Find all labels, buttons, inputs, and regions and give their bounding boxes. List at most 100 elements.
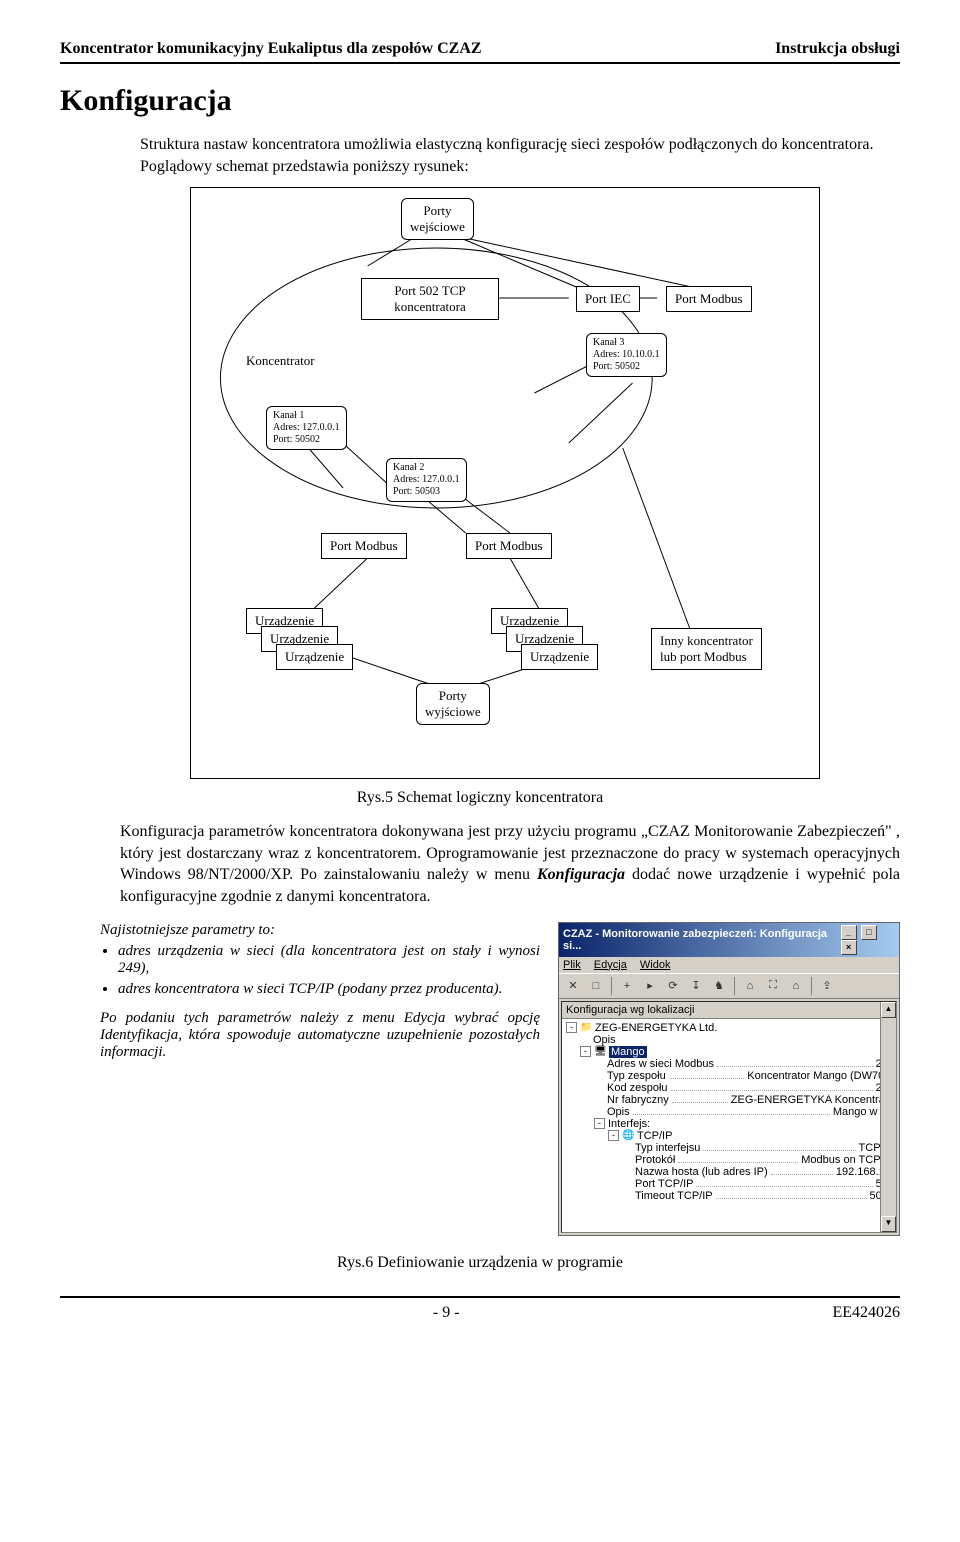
tree-label: Opis <box>593 1034 616 1046</box>
tree-node-icon: 🖥 <box>594 1046 606 1057</box>
tree-expand-icon[interactable]: - <box>594 1118 605 1129</box>
page-footer: - 9 - EE424026 <box>60 1296 900 1322</box>
tree-row[interactable]: Kod zespołu240 <box>564 1082 894 1094</box>
figure5-caption: Rys.5 Schemat logiczny koncentratora <box>60 789 900 807</box>
doc-code: EE424026 <box>832 1304 900 1322</box>
tree-row[interactable]: Typ zespołu Koncentrator Mango (DW703) <box>564 1070 894 1082</box>
tree-row[interactable]: -📁ZEG-ENERGETYKA Ltd. <box>564 1022 894 1034</box>
tree-label: Nr fabryczny <box>607 1094 669 1106</box>
tree-row[interactable]: -Interfejs: <box>564 1118 894 1130</box>
tree-label: Mango <box>609 1046 647 1058</box>
scrollbar[interactable]: ▲ ▼ <box>880 1002 896 1232</box>
tree-label: Opis <box>607 1106 630 1118</box>
app-screenshot: CZAZ - Monitorowanie zabezpieczeń: Konfi… <box>558 922 900 1236</box>
tree-row[interactable]: OpisMango w K2 <box>564 1106 894 1118</box>
tree-label: Timeout TCP/IP <box>635 1190 713 1202</box>
port-iec-box: Port IEC <box>576 286 640 312</box>
tree-area: Konfiguracja wg lokalizacji -📁ZEG-ENERGE… <box>561 1001 897 1233</box>
tree-row[interactable]: ProtokółModbus on TCP/IP <box>564 1154 894 1166</box>
diagram: Portywejściowe Port 502 TCPkoncentratora… <box>190 187 820 779</box>
param-item: adres urządzenia w sieci (dla koncentrat… <box>118 943 540 977</box>
maximize-icon[interactable]: □ <box>861 925 877 940</box>
toolbar-icon[interactable]: + <box>617 976 637 996</box>
menu-widok[interactable]: Widok <box>640 959 671 971</box>
diagram-lines <box>191 188 819 778</box>
tree-row[interactable]: Nazwa hosta (lub adres IP)192.168.1.1 <box>564 1166 894 1178</box>
tree-row[interactable]: Adres w sieci Modbus249 <box>564 1058 894 1070</box>
params-lead: Najistotniejsze parametry to: <box>100 922 540 939</box>
tree-expand-icon[interactable]: - <box>566 1022 577 1033</box>
urzadzenie-box: Urządzenie <box>276 644 353 670</box>
toolbar-icon[interactable]: ↧ <box>686 976 706 996</box>
minimize-icon[interactable]: _ <box>841 925 857 940</box>
toolbar-icon[interactable]: ♞ <box>709 976 729 996</box>
urzadzenie-box: Urządzenie <box>521 644 598 670</box>
tree-row[interactable]: Typ interfejsuTCP/IP <box>564 1142 894 1154</box>
page-header: Koncentrator komunikacyjny Eukaliptus dl… <box>60 40 900 64</box>
tree-header: Konfiguracja wg lokalizacji <box>562 1002 896 1019</box>
porty-wejsciowe-box: Portywejściowe <box>401 198 474 240</box>
tree-value: ZEG-ENERGETYKA Koncentra... <box>731 1094 894 1106</box>
tree-row[interactable]: Port TCP/IP502 <box>564 1178 894 1190</box>
tree-label: Adres w sieci Modbus <box>607 1058 714 1070</box>
tree-label: Nazwa hosta (lub adres IP) <box>635 1166 768 1178</box>
tree-label: ZEG-ENERGETYKA Ltd. <box>595 1022 717 1034</box>
scroll-down-icon[interactable]: ▼ <box>881 1216 896 1232</box>
port-modbus-right: Port Modbus <box>466 533 552 559</box>
toolbar-icon[interactable]: ✕ <box>563 976 583 996</box>
tree-row[interactable]: -🌐TCP/IP <box>564 1130 894 1142</box>
intro-text: Struktura nastaw koncentratora umożliwia… <box>140 134 900 177</box>
figure6-caption: Rys.6 Definiowanie urządzenia w programi… <box>60 1254 900 1272</box>
toolbar-icon[interactable]: ⟳ <box>663 976 683 996</box>
kanal3-box: Kanał 3Adres: 10.10.0.1Port: 50502 <box>586 333 667 377</box>
toolbar-icon[interactable]: ⛶ <box>763 976 783 996</box>
params-after: Po podaniu tych parametrów należy z menu… <box>100 1010 540 1061</box>
toolbar-separator <box>611 977 612 995</box>
param-item: adres koncentratora w sieci TCP/IP (poda… <box>118 981 540 998</box>
toolbar-separator <box>734 977 735 995</box>
header-right: Instrukcja obsługi <box>775 40 900 58</box>
toolbar-icon[interactable]: □ <box>586 976 606 996</box>
tree-expand-icon[interactable]: - <box>580 1046 591 1057</box>
header-left: Koncentrator komunikacyjny Eukaliptus dl… <box>60 40 482 58</box>
inny-koncentrator-box: Inny koncentratorlub port Modbus <box>651 628 762 670</box>
tree-row[interactable]: Opis <box>564 1034 894 1046</box>
tree-node-icon: 📁 <box>580 1022 592 1033</box>
menu-edycja[interactable]: Edycja <box>594 959 627 971</box>
scroll-up-icon[interactable]: ▲ <box>881 1002 896 1018</box>
tree-label: Typ zespołu <box>607 1070 666 1082</box>
window-title: CZAZ - Monitorowanie zabezpieczeń: Konfi… <box>563 928 840 952</box>
params-list: adres urządzenia w sieci (dla koncentrat… <box>118 943 540 998</box>
close-icon[interactable]: × <box>841 940 857 955</box>
port-502-box: Port 502 TCPkoncentratora <box>361 278 499 320</box>
porty-wyjsciowe-box: Portywyjściowe <box>416 683 490 725</box>
toolbar-icon[interactable]: ⇪ <box>817 976 837 996</box>
tree-label: Port TCP/IP <box>635 1178 693 1190</box>
tree-row[interactable]: Timeout TCP/IP5000 <box>564 1190 894 1202</box>
body-paragraph: Konfiguracja parametrów koncentratora do… <box>120 821 900 907</box>
toolbar-icon[interactable]: ⌂ <box>740 976 760 996</box>
kanal1-box: Kanał 1Adres: 127.0.0.1Port: 50502 <box>266 406 347 450</box>
tree-value: Koncentrator Mango (DW703) <box>747 1070 894 1082</box>
tree-expand-icon[interactable]: - <box>608 1130 619 1141</box>
koncentrator-label: Koncentrator <box>246 353 315 369</box>
tree-row[interactable]: -🖥Mango <box>564 1046 894 1058</box>
tree: -📁ZEG-ENERGETYKA Ltd.Opis-🖥MangoAdres w … <box>562 1019 896 1205</box>
section-title: Konfiguracja <box>60 84 900 118</box>
menu-plik[interactable]: Plik <box>563 959 581 971</box>
parameters-column: Najistotniejsze parametry to: adres urzą… <box>100 922 540 1076</box>
tree-node-icon: 🌐 <box>622 1130 634 1141</box>
menubar: Plik Edycja Widok <box>559 957 899 973</box>
toolbar-icon[interactable]: ⌂ <box>786 976 806 996</box>
toolbar: ✕ □ + ▸ ⟳ ↧ ♞ ⌂ ⛶ ⌂ ⇪ <box>559 973 899 999</box>
tree-label: Protokół <box>635 1154 675 1166</box>
port-modbus-left: Port Modbus <box>321 533 407 559</box>
tree-label: Kod zespołu <box>607 1082 668 1094</box>
tree-label: Typ interfejsu <box>635 1142 700 1154</box>
titlebar: CZAZ - Monitorowanie zabezpieczeń: Konfi… <box>559 923 899 957</box>
window-buttons: _ □ × <box>840 925 895 955</box>
toolbar-icon[interactable]: ▸ <box>640 976 660 996</box>
page-number: - 9 - <box>433 1304 460 1322</box>
tree-row[interactable]: Nr fabryczny ZEG-ENERGETYKA Koncentra... <box>564 1094 894 1106</box>
tree-label: Interfejs: <box>608 1118 650 1130</box>
